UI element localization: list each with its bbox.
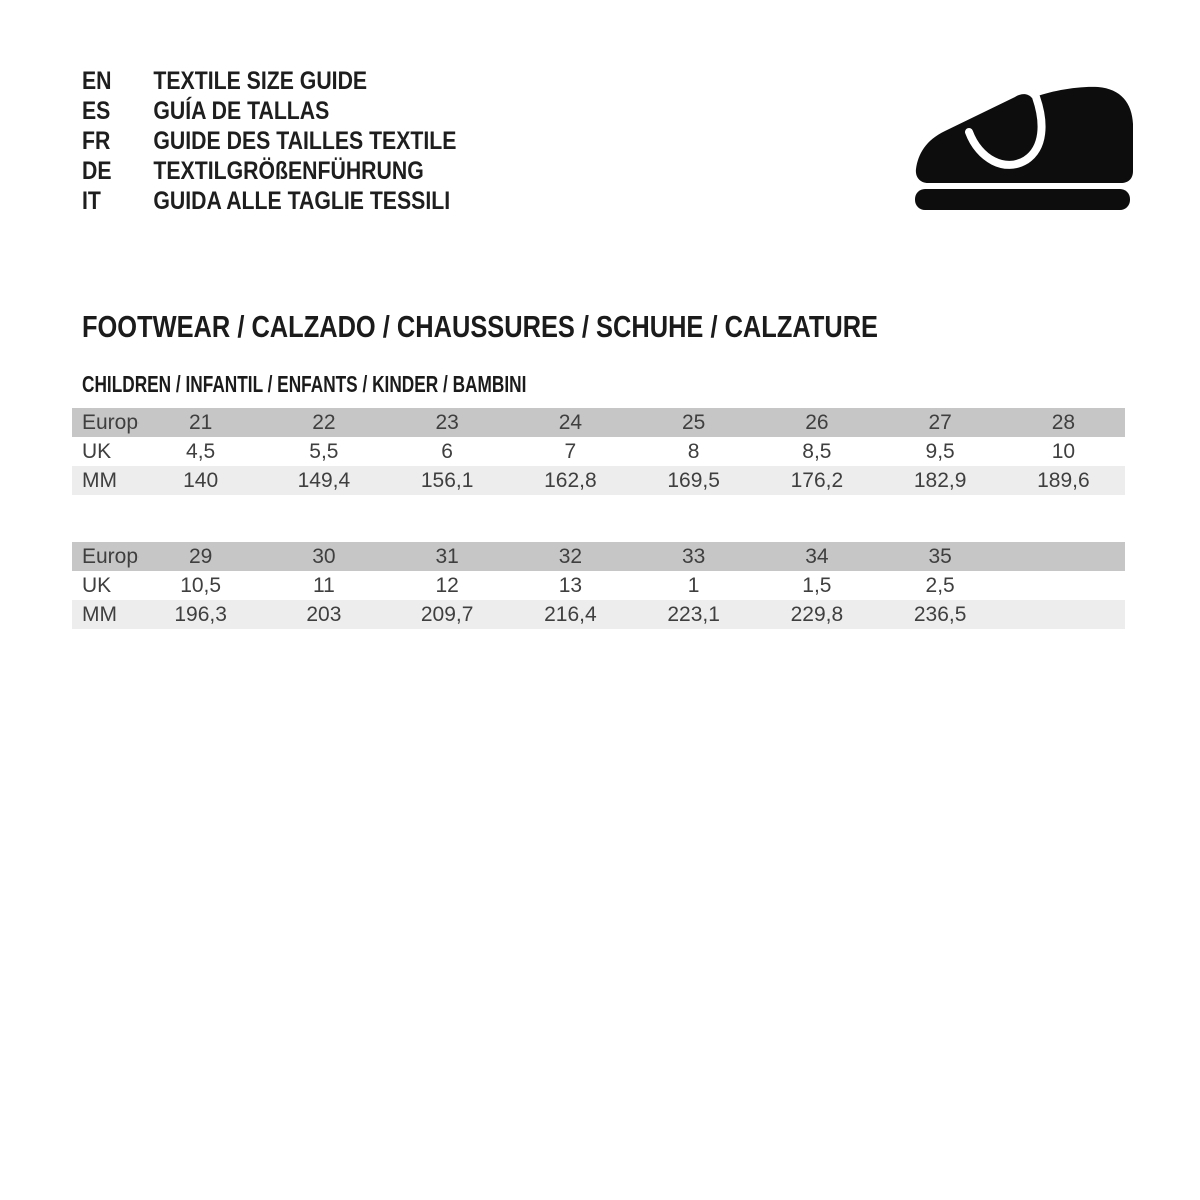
- language-row: IT GUIDA ALLE TAGLIE TESSILI: [82, 186, 456, 216]
- size-cell: 34: [755, 542, 879, 571]
- size-cell: 223,1: [632, 600, 756, 629]
- table-row-mm: MM 196,3 203 209,7 216,4 223,1 229,8 236…: [72, 600, 1125, 629]
- size-cell: 26: [755, 408, 879, 437]
- language-code: ES: [82, 97, 111, 125]
- language-code: FR: [82, 127, 111, 155]
- size-cell: 30: [262, 542, 386, 571]
- row-label: MM: [72, 466, 139, 495]
- language-title: GUIDE DES TAILLES TEXTILE: [153, 127, 457, 155]
- size-cell: 189,6: [1001, 466, 1125, 495]
- table-row-europe: Europe 29 30 31 32 33 34 35: [72, 542, 1125, 571]
- subsection-title: CHILDREN / INFANTIL / ENFANTS / KINDER /…: [82, 371, 527, 397]
- language-title: GUIDA ALLE TAGLIE TESSILI: [153, 187, 451, 215]
- language-title: GUÍA DE TALLAS: [153, 97, 330, 125]
- section-title: FOOTWEAR / CALZADO / CHAUSSURES / SCHUHE…: [82, 309, 879, 344]
- size-cell: 140: [139, 466, 263, 495]
- size-cell: 4,5: [139, 437, 263, 466]
- size-cell: 176,2: [755, 466, 879, 495]
- size-cell: 27: [878, 408, 1002, 437]
- language-row: FR GUIDE DES TAILLES TEXTILE: [82, 126, 456, 156]
- size-cell: 156,1: [385, 466, 509, 495]
- size-cell: 10: [1001, 437, 1125, 466]
- size-cell: 1: [632, 571, 756, 600]
- table-row-europe: Europe 21 22 23 24 25 26 27 28: [72, 408, 1125, 437]
- size-cell: 8,5: [755, 437, 879, 466]
- size-cell: 11: [262, 571, 386, 600]
- size-cell: 31: [385, 542, 509, 571]
- children-shoe-icon: [895, 80, 1145, 220]
- size-cell: 236,5: [878, 600, 1002, 629]
- language-code: EN: [82, 67, 112, 95]
- size-cell: 29: [139, 542, 263, 571]
- size-cell: 32: [508, 542, 632, 571]
- language-list: EN TEXTILE SIZE GUIDE ES GUÍA DE TALLAS …: [82, 66, 523, 216]
- language-code: IT: [82, 187, 101, 215]
- size-table-children-2: Europe 29 30 31 32 33 34 35 UK 10,5 11 1…: [72, 542, 1125, 629]
- table-row-uk: UK 4,5 5,5 6 7 8 8,5 9,5 10: [72, 437, 1125, 466]
- size-cell: 35: [878, 542, 1002, 571]
- size-cell: 12: [385, 571, 509, 600]
- language-row: ES GUÍA DE TALLAS: [82, 96, 456, 126]
- size-cell: [1001, 542, 1125, 571]
- language-title: TEXTILE SIZE GUIDE: [153, 67, 368, 95]
- table-row-mm: MM 140 149,4 156,1 162,8 169,5 176,2 182…: [72, 466, 1125, 495]
- size-cell: 6: [385, 437, 509, 466]
- size-cell: 24: [508, 408, 632, 437]
- size-cell: 22: [262, 408, 386, 437]
- language-title: TEXTILGRÖßENFÜHRUNG: [153, 157, 424, 185]
- row-label: Europe: [72, 542, 139, 571]
- language-row: EN TEXTILE SIZE GUIDE: [82, 66, 456, 96]
- size-cell: 5,5: [262, 437, 386, 466]
- row-label: MM: [72, 600, 139, 629]
- size-cell: 1,5: [755, 571, 879, 600]
- size-cell: 21: [139, 408, 263, 437]
- size-cell: 9,5: [878, 437, 1002, 466]
- size-cell: 149,4: [262, 466, 386, 495]
- language-row: DE TEXTILGRÖßENFÜHRUNG: [82, 156, 456, 186]
- size-cell: 229,8: [755, 600, 879, 629]
- size-cell: 162,8: [508, 466, 632, 495]
- row-label: UK: [72, 437, 139, 466]
- size-cell: 10,5: [139, 571, 263, 600]
- size-cell: 169,5: [632, 466, 756, 495]
- size-cell: 33: [632, 542, 756, 571]
- size-cell: 23: [385, 408, 509, 437]
- table-row-uk: UK 10,5 11 12 13 1 1,5 2,5: [72, 571, 1125, 600]
- size-cell: 216,4: [508, 600, 632, 629]
- size-cell: 203: [262, 600, 386, 629]
- size-cell: 13: [508, 571, 632, 600]
- size-cell: 209,7: [385, 600, 509, 629]
- size-table-children-1: Europe 21 22 23 24 25 26 27 28 UK 4,5 5,…: [72, 408, 1125, 495]
- row-label: Europe: [72, 408, 139, 437]
- size-cell: 182,9: [878, 466, 1002, 495]
- size-cell: 28: [1001, 408, 1125, 437]
- size-cell: 25: [632, 408, 756, 437]
- size-cell: 2,5: [878, 571, 1002, 600]
- size-cell: [1001, 571, 1125, 600]
- size-cell: 196,3: [139, 600, 263, 629]
- size-cell: [1001, 600, 1125, 629]
- size-cell: 7: [508, 437, 632, 466]
- language-code: DE: [82, 157, 112, 185]
- row-label: UK: [72, 571, 139, 600]
- size-cell: 8: [632, 437, 756, 466]
